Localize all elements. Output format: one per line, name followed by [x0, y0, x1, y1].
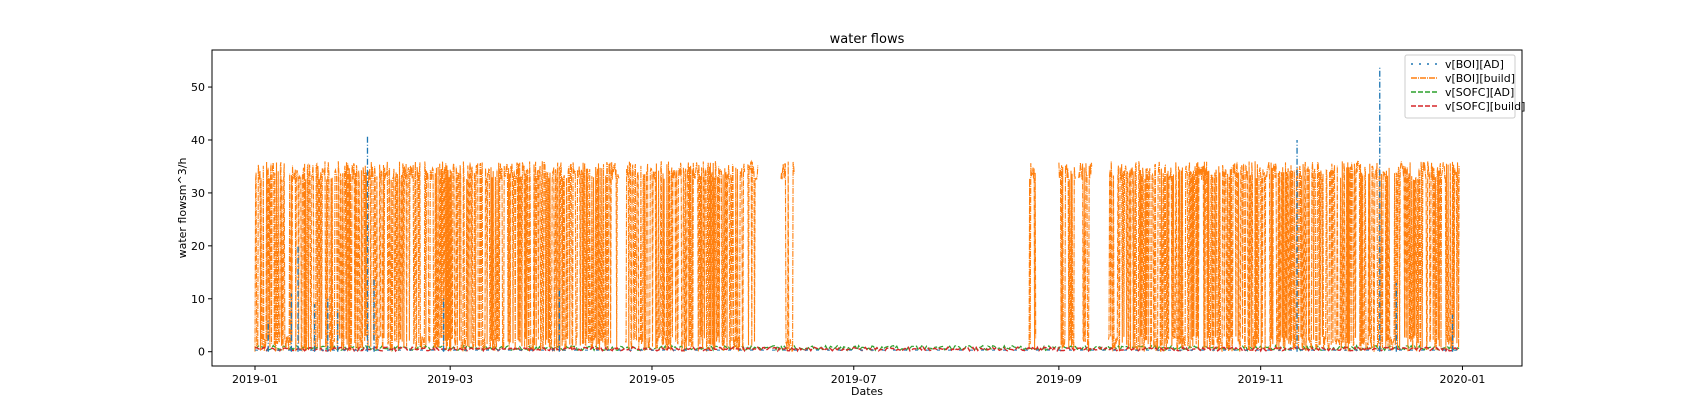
x-tick-label: 2020-01 — [1439, 373, 1485, 386]
x-tick-label: 2019-11 — [1238, 373, 1284, 386]
legend-label: v[BOI][build] — [1445, 72, 1515, 85]
y-axis-label: water flowsm^3/h — [176, 158, 189, 259]
y-tick-label: 50 — [191, 81, 205, 94]
x-axis-label: Dates — [851, 385, 883, 398]
y-tick-label: 20 — [191, 240, 205, 253]
legend-label: v[BOI][AD] — [1445, 58, 1504, 71]
y-tick-label: 30 — [191, 187, 205, 200]
x-tick-label: 2019-03 — [427, 373, 473, 386]
y-axis: 0 10 20 30 40 50 — [191, 81, 212, 359]
y-tick-label: 40 — [191, 134, 205, 147]
y-tick-label: 10 — [191, 293, 205, 306]
y-tick-label: 0 — [198, 346, 205, 359]
x-axis: 2019-01 2019-03 2019-05 2019-07 2019-09 2019-… — [232, 366, 1485, 386]
chart-title: water flows — [830, 32, 905, 47]
series-line-boi-build — [254, 159, 1460, 352]
plot-frame — [211, 49, 1523, 367]
series-layer — [254, 65, 1460, 353]
x-tick-label: 2019-09 — [1036, 373, 1082, 386]
legend-label: v[SOFC][AD] — [1445, 86, 1514, 99]
legend: v[BOI][AD]v[BOI][build]v[SOFC][AD]v[SOFC… — [1404, 54, 1525, 119]
legend-label: v[SOFC][build] — [1445, 100, 1525, 113]
x-tick-label: 2019-01 — [232, 373, 278, 386]
legend-box — [1404, 54, 1516, 119]
x-tick-label: 2019-07 — [831, 373, 877, 386]
x-tick-label: 2019-05 — [629, 373, 675, 386]
